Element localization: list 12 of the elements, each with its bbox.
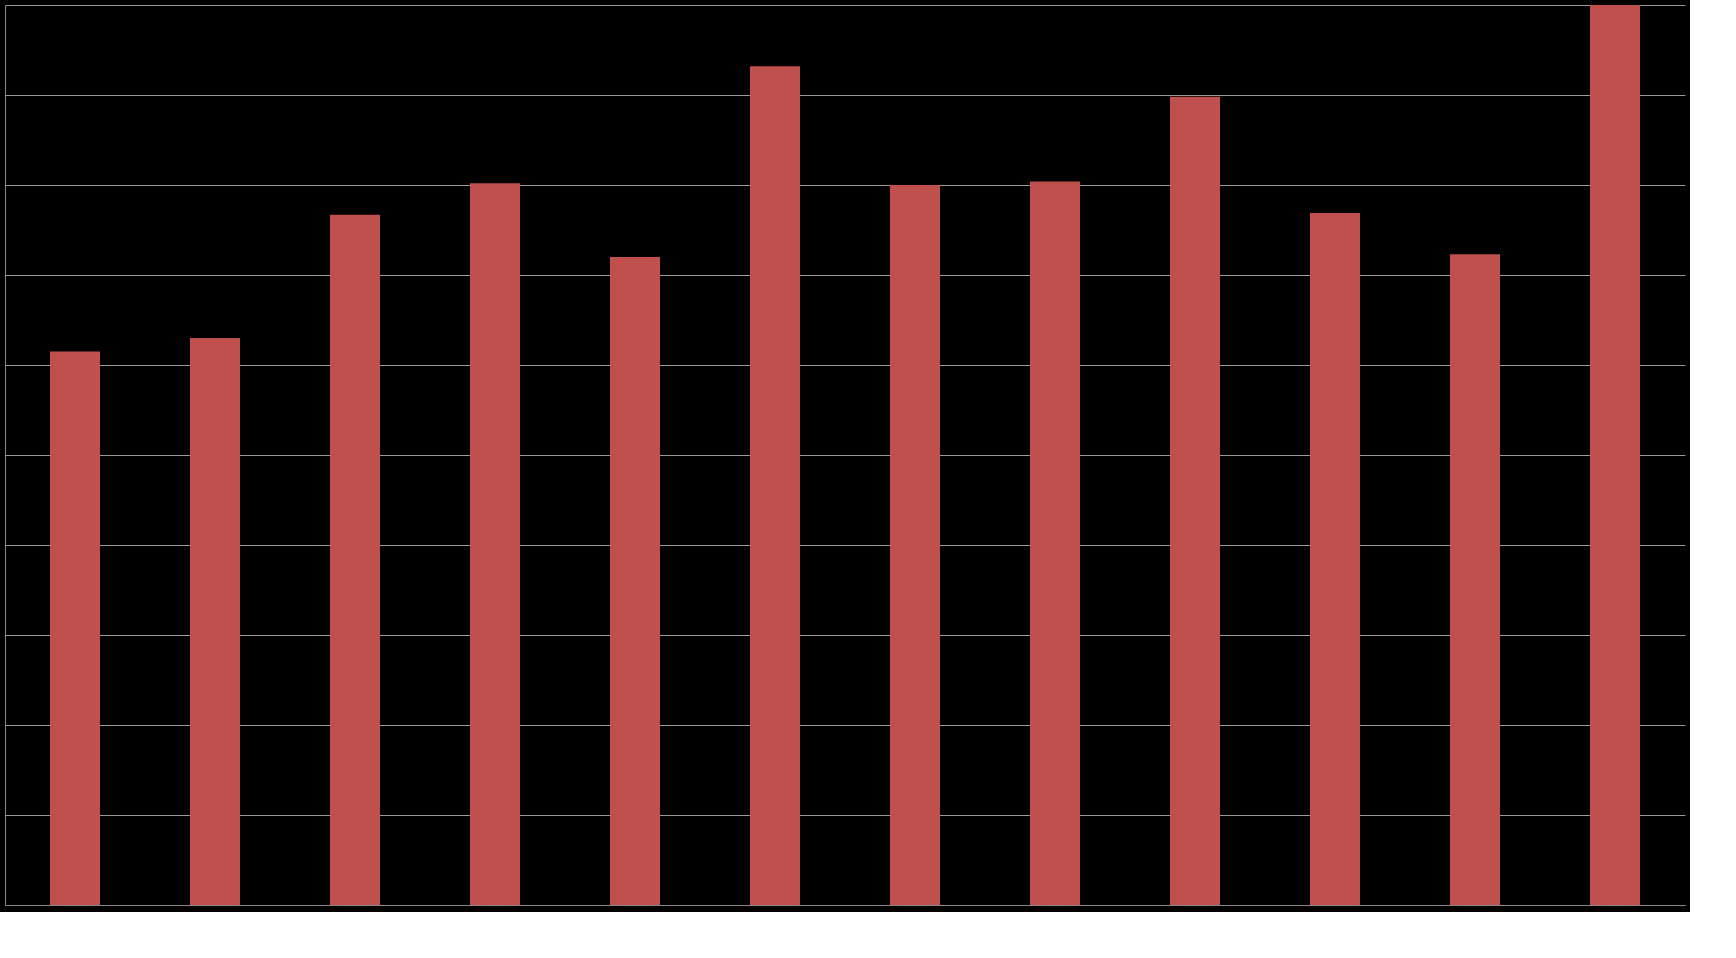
bar [750, 66, 800, 905]
bar [190, 338, 240, 905]
bar [1590, 5, 1640, 905]
bar [1310, 212, 1360, 905]
bar [1030, 181, 1080, 905]
bar [610, 257, 660, 905]
bar [1450, 254, 1500, 905]
bar [330, 214, 380, 905]
bar [1170, 96, 1220, 905]
bar [890, 185, 940, 905]
bar [50, 351, 100, 905]
bar [470, 183, 520, 905]
